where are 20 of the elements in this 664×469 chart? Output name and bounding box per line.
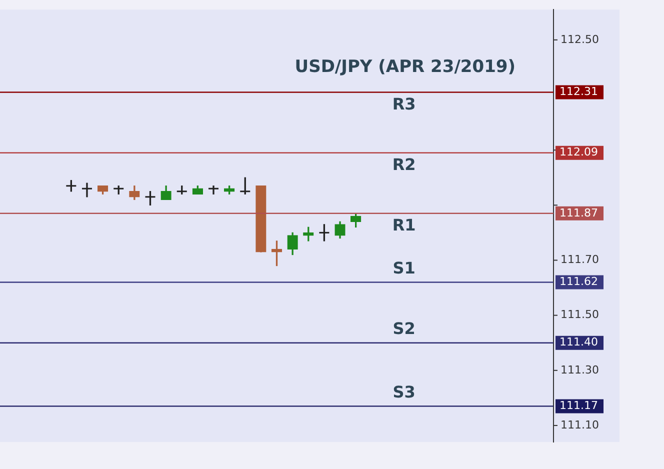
- y2-tick-label: 112.31: [560, 85, 598, 98]
- y2-tick-label: 111.87: [560, 206, 598, 220]
- ref-line-label: R1: [392, 216, 416, 235]
- ref-line-label: S3: [392, 382, 416, 402]
- y2-tick-label: 111.40: [560, 336, 598, 349]
- text: USD/JPY (APR 23/2019): [294, 57, 516, 78]
- y-tick-label: 112.50: [560, 32, 600, 46]
- y-tick-label: 111.50: [560, 308, 600, 322]
- ref-line-label: S2: [392, 319, 416, 338]
- ref-line-label: R3: [392, 94, 416, 114]
- y-tick-label: 111.70: [560, 253, 600, 266]
- y-tick-label: 111.10: [560, 418, 600, 432]
- ref-line-label: R2: [392, 154, 416, 174]
- ref-line-label: S1: [392, 258, 416, 278]
- y-tick-label: 111.30: [560, 363, 600, 376]
- candlestick: [208, 186, 220, 194]
- y2-tick-label: 112.09: [560, 146, 598, 159]
- candlestick: [81, 182, 93, 198]
- y2-tick-label: 111.17: [560, 399, 598, 412]
- y2-tick-label: 111.62: [560, 275, 598, 288]
